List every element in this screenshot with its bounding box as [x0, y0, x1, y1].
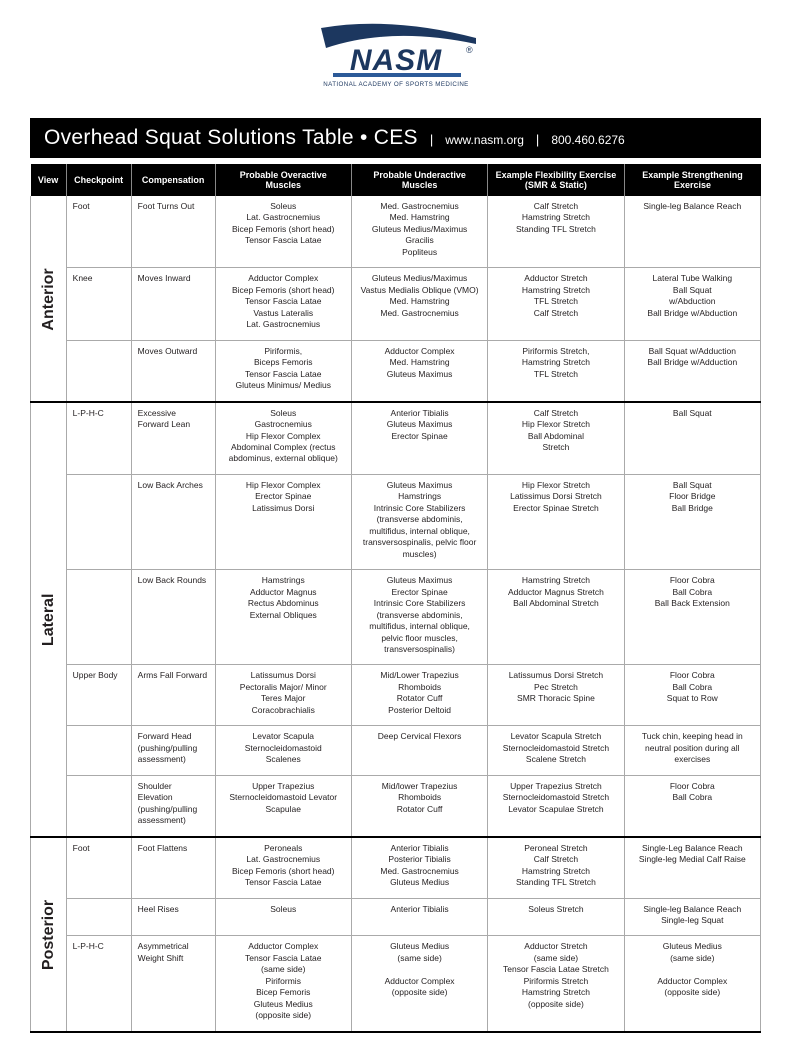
underactive-cell: Gluteus MaximusHamstringsIntrinsic Core … — [351, 474, 487, 569]
col-header: Probable UnderactiveMuscles — [351, 164, 487, 196]
compensation-cell: Heel Rises — [131, 898, 215, 936]
compensation-cell: Foot Flattens — [131, 837, 215, 898]
strength-cell: Tuck chin, keeping head inneutral positi… — [624, 726, 760, 775]
overactive-cell: Piriformis,Biceps FemorisTensor Fascia L… — [215, 340, 351, 401]
col-header: Checkpoint — [66, 164, 131, 196]
flex-cell: Soleus Stretch — [488, 898, 624, 936]
logo-tagline: NATIONAL ACADEMY OF SPORTS MEDICINE — [323, 81, 468, 88]
flex-cell: Latissumus Dorsi StretchPec StretchSMR T… — [488, 665, 624, 726]
col-header: View — [31, 164, 67, 196]
title-url: www.nasm.org — [445, 133, 524, 147]
overactive-cell: SoleusLat. GastrocnemiusBicep Femoris (s… — [215, 196, 351, 268]
flex-cell: Levator Scapula StretchSternocleidomasto… — [488, 726, 624, 775]
strength-cell: Ball SquatFloor BridgeBall Bridge — [624, 474, 760, 569]
flex-cell: Calf StretchHamstring StretchStanding TF… — [488, 196, 624, 268]
overactive-cell: Adductor ComplexBicep Femoris (short hea… — [215, 268, 351, 340]
strength-cell: Floor CobraBall CobraBall Back Extension — [624, 570, 760, 665]
col-header: Probable OveractiveMuscles — [215, 164, 351, 196]
view-label: Posterior — [31, 837, 67, 1032]
svg-text:NASM: NASM — [349, 44, 441, 77]
compensation-cell: Low Back Arches — [131, 474, 215, 569]
checkpoint-cell — [66, 726, 131, 775]
svg-text:®: ® — [466, 45, 473, 55]
overactive-cell: Soleus — [215, 898, 351, 936]
underactive-cell: Mid/Lower TrapeziusRhomboidsRotator Cuff… — [351, 665, 487, 726]
checkpoint-cell: L-P-H-C — [66, 402, 131, 475]
solutions-table: ViewCheckpointCompensationProbable Overa… — [30, 164, 761, 1033]
overactive-cell: Latissumus DorsiPectoralis Major/ MinorT… — [215, 665, 351, 726]
compensation-cell: Moves Inward — [131, 268, 215, 340]
flex-cell: Calf StretchHip Flexor StretchBall Abdom… — [488, 402, 624, 475]
underactive-cell: Adductor ComplexMed. HamstringGluteus Ma… — [351, 340, 487, 401]
compensation-cell: Forward Head(pushing/pullingassessment) — [131, 726, 215, 775]
flex-cell: Hamstring StretchAdductor Magnus Stretch… — [488, 570, 624, 665]
strength-cell: Single-leg Balance ReachSingle-leg Squat — [624, 898, 760, 936]
view-label: Lateral — [31, 402, 67, 837]
underactive-cell: Gluteus Medius/MaximusVastus Medialis Ob… — [351, 268, 487, 340]
col-header: Example StrengtheningExercise — [624, 164, 760, 196]
compensation-cell: ExcessiveForward Lean — [131, 402, 215, 475]
overactive-cell: SoleusGastrocnemiusHip Flexor ComplexAbd… — [215, 402, 351, 475]
underactive-cell: Gluteus Medius(same side) Adductor Compl… — [351, 936, 487, 1032]
overactive-cell: Hip Flexor ComplexErector SpinaeLatissim… — [215, 474, 351, 569]
title-phone: 800.460.6276 — [551, 133, 624, 147]
col-header: Compensation — [131, 164, 215, 196]
checkpoint-cell: L-P-H-C — [66, 936, 131, 1032]
strength-cell: Lateral Tube WalkingBall Squatw/Abductio… — [624, 268, 760, 340]
underactive-cell: Anterior TibialisGluteus MaximusErector … — [351, 402, 487, 475]
compensation-cell: Moves Outward — [131, 340, 215, 401]
underactive-cell: Gluteus MaximusErector SpinaeIntrinsic C… — [351, 570, 487, 665]
overactive-cell: Upper TrapeziusSternocleidomastoid Levat… — [215, 775, 351, 836]
strength-cell: Floor CobraBall Cobra — [624, 775, 760, 836]
compensation-cell: AsymmetricalWeight Shift — [131, 936, 215, 1032]
checkpoint-cell: Foot — [66, 837, 131, 898]
flex-cell: Piriformis Stretch,Hamstring StretchTFL … — [488, 340, 624, 401]
flex-cell: Upper Trapezius StretchSternocleidomasto… — [488, 775, 624, 836]
compensation-cell: Low Back Rounds — [131, 570, 215, 665]
overactive-cell: Levator ScapulaSternocleidomastoidScalen… — [215, 726, 351, 775]
col-header: Example Flexibility Exercise(SMR & Stati… — [488, 164, 624, 196]
checkpoint-cell — [66, 898, 131, 936]
strength-cell: Single-Leg Balance ReachSingle-leg Media… — [624, 837, 760, 898]
underactive-cell: Deep Cervical Flexors — [351, 726, 487, 775]
logo: NASM ® NATIONAL ACADEMY OF SPORTS MEDICI… — [30, 20, 761, 100]
view-label: Anterior — [31, 196, 67, 402]
overactive-cell: HamstringsAdductor MagnusRectus Abdominu… — [215, 570, 351, 665]
flex-cell: Peroneal StretchCalf StretchHamstring St… — [488, 837, 624, 898]
strength-cell: Floor CobraBall CobraSquat to Row — [624, 665, 760, 726]
title-bar: Overhead Squat Solutions Table • CES | w… — [30, 118, 761, 158]
flex-cell: Adductor StretchHamstring StretchTFL Str… — [488, 268, 624, 340]
checkpoint-cell — [66, 775, 131, 836]
underactive-cell: Anterior TibialisPosterior TibialisMed. … — [351, 837, 487, 898]
checkpoint-cell — [66, 340, 131, 401]
compensation-cell: ShoulderElevation(pushing/pullingassessm… — [131, 775, 215, 836]
flex-cell: Hip Flexor StretchLatissimus Dorsi Stret… — [488, 474, 624, 569]
checkpoint-cell: Upper Body — [66, 665, 131, 726]
checkpoint-cell: Foot — [66, 196, 131, 268]
strength-cell: Gluteus Medius(same side) Adductor Compl… — [624, 936, 760, 1032]
checkpoint-cell — [66, 474, 131, 569]
page-title: Overhead Squat Solutions Table • CES — [44, 126, 418, 150]
checkpoint-cell — [66, 570, 131, 665]
underactive-cell: Anterior Tibialis — [351, 898, 487, 936]
checkpoint-cell: Knee — [66, 268, 131, 340]
underactive-cell: Mid/lower TrapeziusRhomboidsRotator Cuff — [351, 775, 487, 836]
strength-cell: Single-leg Balance Reach — [624, 196, 760, 268]
compensation-cell: Foot Turns Out — [131, 196, 215, 268]
strength-cell: Ball Squat w/AdductionBall Bridge w/Addu… — [624, 340, 760, 401]
strength-cell: Ball Squat — [624, 402, 760, 475]
overactive-cell: PeronealsLat. GastrocnemiusBicep Femoris… — [215, 837, 351, 898]
underactive-cell: Med. GastrocnemiusMed. HamstringGluteus … — [351, 196, 487, 268]
flex-cell: Adductor Stretch(same side)Tensor Fascia… — [488, 936, 624, 1032]
compensation-cell: Arms Fall Forward — [131, 665, 215, 726]
overactive-cell: Adductor ComplexTensor Fascia Latae(same… — [215, 936, 351, 1032]
